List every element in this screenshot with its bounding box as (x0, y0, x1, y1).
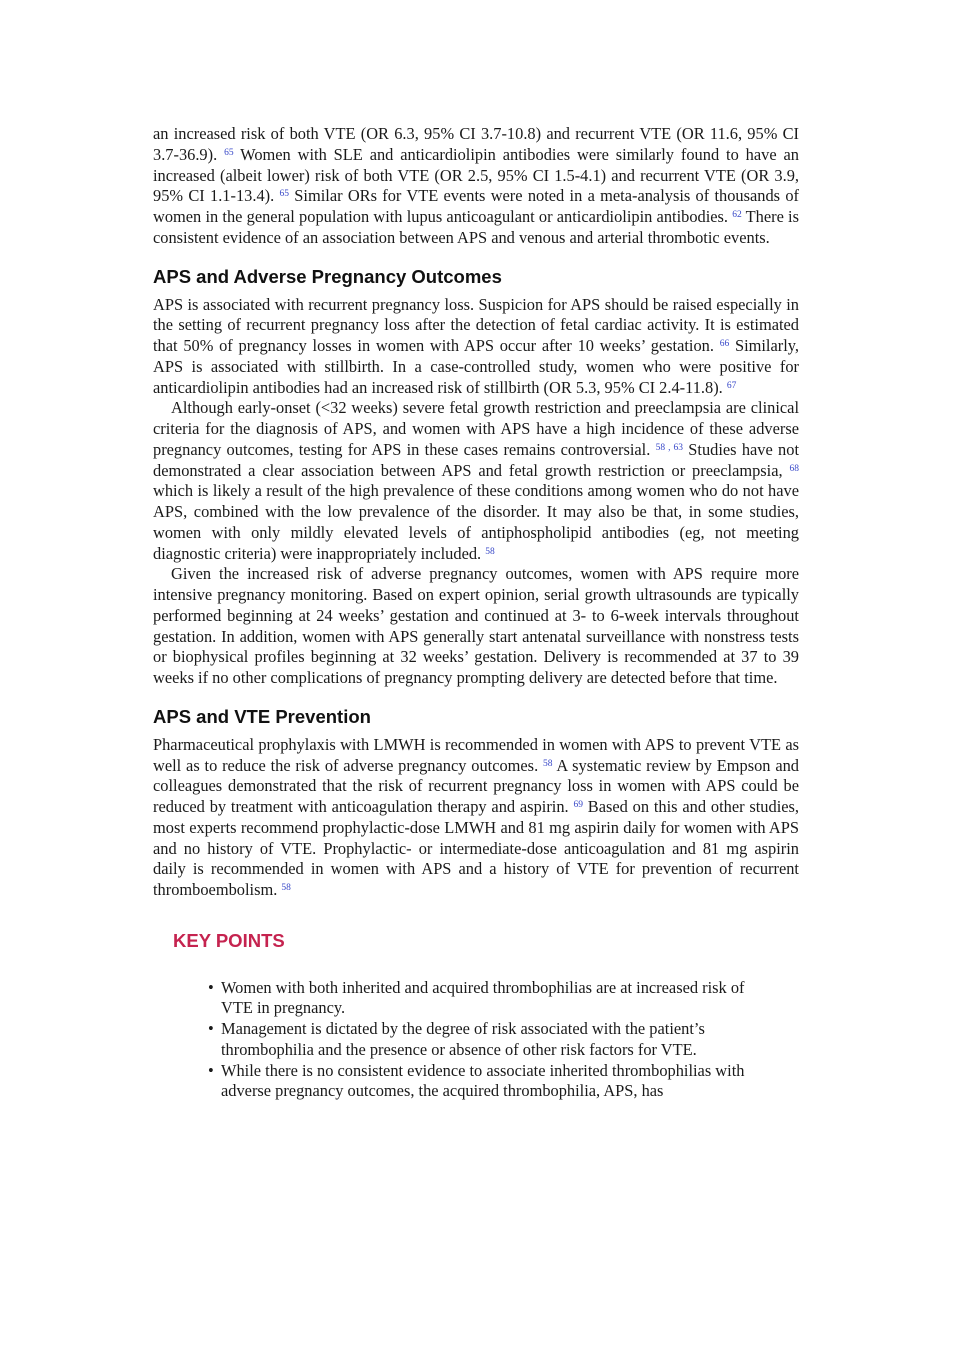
citation-link[interactable]: 63 (673, 442, 683, 453)
text-run: Pharmaceutical prophylaxis with LMWH is … (153, 734, 799, 775)
text-run: Given the increased risk of adverse preg… (153, 564, 799, 687)
key-points-list: Women with both inherited and acquired t… (208, 978, 780, 1103)
section-heading: APS and VTE Prevention (153, 705, 371, 727)
key-point: Management is dictated by the degree of … (208, 1019, 780, 1061)
paragraph: Given the increased risk of adverse preg… (153, 564, 799, 689)
citation-link[interactable]: 65 (279, 189, 290, 200)
paragraph: Although early-onset (<32 weeks) severe … (153, 398, 799, 564)
article-body: an increased risk of both VTE (OR 6.3, 9… (153, 124, 799, 1102)
paragraph: Pharmaceutical prophylaxis with LMWH is … (153, 735, 799, 901)
citation-link[interactable]: 58 (655, 442, 666, 453)
citation-link[interactable]: 69 (573, 800, 583, 810)
citation-link[interactable]: 58 (542, 758, 553, 769)
text-run: Women with SLE and anticardiolipin antib… (153, 144, 799, 206)
citation-link[interactable]: 62 (732, 210, 742, 220)
text-run: Similar ORs for VTE events were noted in… (153, 186, 799, 226)
text-run: Studies have not demonstrated a clear as… (153, 439, 800, 480)
text-run: Based on this and other studies, most ex… (153, 797, 799, 899)
key-points-title: KEY POINTS (173, 929, 285, 951)
text-run: an increased risk of both VTE (OR 6.3, 9… (153, 124, 799, 164)
paragraph: APS is associated with recurrent pregnan… (153, 295, 799, 399)
citation-link[interactable]: 58 (281, 883, 291, 893)
citation-link[interactable]: 65 (224, 147, 234, 158)
section-heading: APS and Adverse Pregnancy Outcomes (153, 265, 502, 287)
section: APS and Adverse Pregnancy Outcomes APS is… (153, 266, 799, 689)
paragraph: an increased risk of both VTE (OR 6.3, 9… (153, 124, 799, 249)
citation-link[interactable]: 68 (789, 463, 800, 474)
citation-separator: , (668, 442, 671, 453)
text-run: which is likely a result of the high pre… (153, 481, 799, 563)
text-run: A systematic review by Empson and collea… (153, 755, 799, 817)
citation-link[interactable]: 58 (485, 546, 495, 557)
text-run: APS is associated with recurrent pregnan… (153, 294, 799, 356)
key-point: Women with both inherited and acquired t… (208, 978, 780, 1020)
intro: an increased risk of both VTE (OR 6.3, 9… (153, 124, 799, 249)
text-run: There is consistent evidence of an assoc… (153, 207, 799, 247)
text-run: Although early-onset (<32 weeks) severe … (153, 398, 799, 459)
text-run: Similarly, APS is associated with stillb… (153, 336, 800, 397)
sections: APS and Adverse Pregnancy Outcomes APS is… (153, 266, 799, 901)
section: APS and VTE Prevention Pharmaceutical pro… (153, 706, 799, 901)
citation-link[interactable]: 67 (726, 380, 737, 391)
citation-link[interactable]: 66 (719, 339, 730, 349)
key-point: While there is no consistent evidence to… (208, 1061, 780, 1103)
